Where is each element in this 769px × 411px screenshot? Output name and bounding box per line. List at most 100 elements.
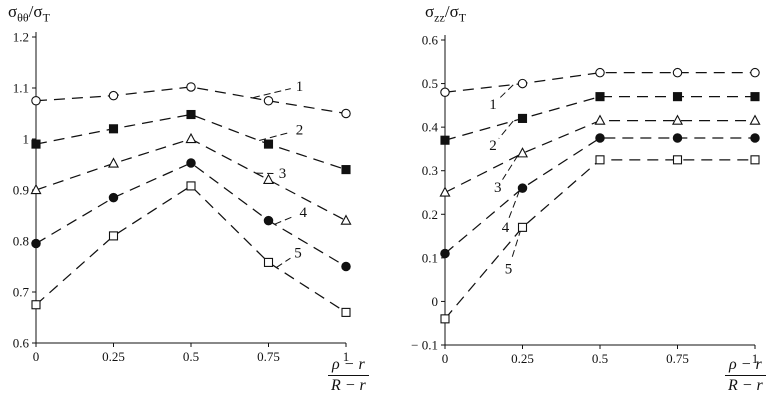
sigma-symbol: σ (449, 2, 459, 21)
square-filled-marker (750, 92, 760, 102)
x-tick-label: 0.75 (257, 349, 280, 364)
y-tick-label: 0.6 (13, 336, 30, 351)
x-tick-label: 0.5 (183, 349, 199, 364)
y-tick-label: 0.9 (13, 183, 29, 198)
circle-open-marker (263, 96, 274, 106)
square-filled-marker (440, 135, 450, 145)
circle-filled-marker (341, 261, 351, 272)
square-open-marker (595, 155, 605, 165)
square-filled-marker (517, 113, 528, 123)
triangle-open-marker (185, 132, 197, 144)
series-label-leader (259, 131, 291, 142)
axes (441, 35, 756, 349)
sigma-subscript: zz (434, 10, 445, 25)
circle-filled-marker (750, 133, 760, 143)
y-tick-label: 1.1 (13, 81, 29, 96)
series-line-1 (35, 86, 347, 115)
y-tick-label: 0.7 (13, 285, 30, 300)
circle-filled-marker (595, 133, 605, 143)
square-open-marker (750, 155, 760, 165)
y-tick-label: 0.1 (422, 250, 438, 265)
chart-sigma-theta: 1.2 1.1 1 0.9 0.8 0.7 0.6 0 0.25 0.5 0.75 1 1 2 3 4 5 σθ… (8, 2, 369, 394)
triangle-open-marker (262, 173, 275, 184)
series-number-label: 1 (489, 97, 497, 113)
square-filled-marker (341, 165, 351, 175)
y-tick-label: − 0.1 (411, 338, 438, 353)
square-open-marker (672, 155, 683, 165)
circle-filled-marker (672, 133, 683, 143)
circle-open-marker (440, 87, 450, 98)
square-filled-marker (672, 92, 683, 102)
series-line-4 (35, 162, 347, 268)
sigma-subscript: θθ (17, 10, 29, 25)
x-tick-label: 0.25 (511, 351, 534, 366)
square-open-marker (341, 307, 351, 317)
circle-open-marker (341, 108, 351, 119)
sigma-subscript: T (458, 10, 467, 25)
series-number-label: 2 (489, 138, 497, 154)
chart-sigma-theta-plot: 1.2 1.1 1 0.9 0.8 0.7 0.60 0.25 0.5 0.75 1 1 2 3 4 5 (13, 30, 352, 364)
square-open-marker (108, 231, 119, 241)
series-label-leader (274, 215, 296, 225)
y-tick-label: 0.3 (422, 163, 438, 178)
y-tick-label: 0.4 (422, 120, 439, 135)
circle-filled-marker (31, 238, 41, 249)
series-label-leader (498, 120, 514, 139)
square-filled-marker (186, 109, 196, 120)
x-tick-label: 1 (343, 349, 350, 364)
divider-slash: / (28, 2, 34, 21)
series-line-4 (444, 137, 755, 254)
square-filled-marker (595, 92, 605, 102)
sigma-subscript: T (42, 10, 50, 25)
circle-open-marker (108, 90, 119, 101)
triangle-open-marker (516, 147, 529, 158)
series-label-leader (252, 88, 291, 99)
series-number-label: 5 (294, 246, 302, 262)
fraction-denominator: R − r (330, 376, 366, 394)
circle-open-marker (595, 67, 605, 78)
y-axis-title: σθθ/σT (8, 2, 50, 25)
y-axis-title: σzz/σT (425, 2, 466, 25)
circle-filled-marker (517, 183, 528, 193)
series-number-label: 5 (505, 261, 513, 277)
sigma-symbol: σ (33, 2, 43, 21)
square-filled-marker (263, 139, 274, 149)
circle-open-marker (750, 67, 760, 78)
square-open-marker (440, 314, 450, 324)
triangle-open-marker (671, 114, 684, 125)
fraction-numerator: ρ − r (725, 356, 766, 376)
series-number-label: 3 (494, 180, 502, 196)
divider-slash: / (444, 2, 450, 21)
y-tick-label: 0.2 (422, 207, 438, 222)
x-tick-label: 0.75 (666, 351, 689, 366)
x-axis-title: ρ − r R − r (725, 356, 766, 394)
x-axis-title: ρ − r R − r (328, 356, 369, 394)
circle-filled-marker (263, 215, 274, 226)
triangle-open-marker (594, 114, 606, 125)
y-tick-label: 1 (23, 132, 30, 147)
square-filled-marker (108, 124, 119, 134)
chart-sigma-zz-plot: 0.6 0.5 0.4 0.3 0.2 0.1 0 − 0.1 0 0.25 0.5 0.75 1 1 2 3… (411, 33, 761, 366)
y-tick-label: 0.6 (422, 33, 439, 48)
series-number-label: 2 (296, 122, 304, 138)
square-filled-marker (31, 139, 41, 149)
series-number-label: 3 (279, 166, 287, 182)
circle-open-marker (517, 78, 528, 89)
series-label-leader (510, 228, 522, 261)
series-number-label: 4 (299, 205, 307, 221)
series-label-leader (508, 190, 520, 220)
triangle-open-marker (439, 186, 451, 197)
circle-open-marker (31, 96, 41, 106)
circle-filled-marker (186, 158, 196, 168)
series-number-label: 4 (502, 220, 510, 236)
triangle-open-marker (340, 214, 352, 225)
square-open-marker (263, 257, 274, 267)
series-label-leader (499, 84, 514, 99)
triangle-open-marker (30, 183, 42, 195)
series-label-leader (275, 257, 291, 268)
square-open-marker (31, 300, 41, 310)
series-line-5 (444, 159, 755, 320)
square-open-marker (186, 181, 196, 191)
series-label-leader (502, 155, 519, 180)
x-tick-label: 0.25 (102, 349, 125, 364)
